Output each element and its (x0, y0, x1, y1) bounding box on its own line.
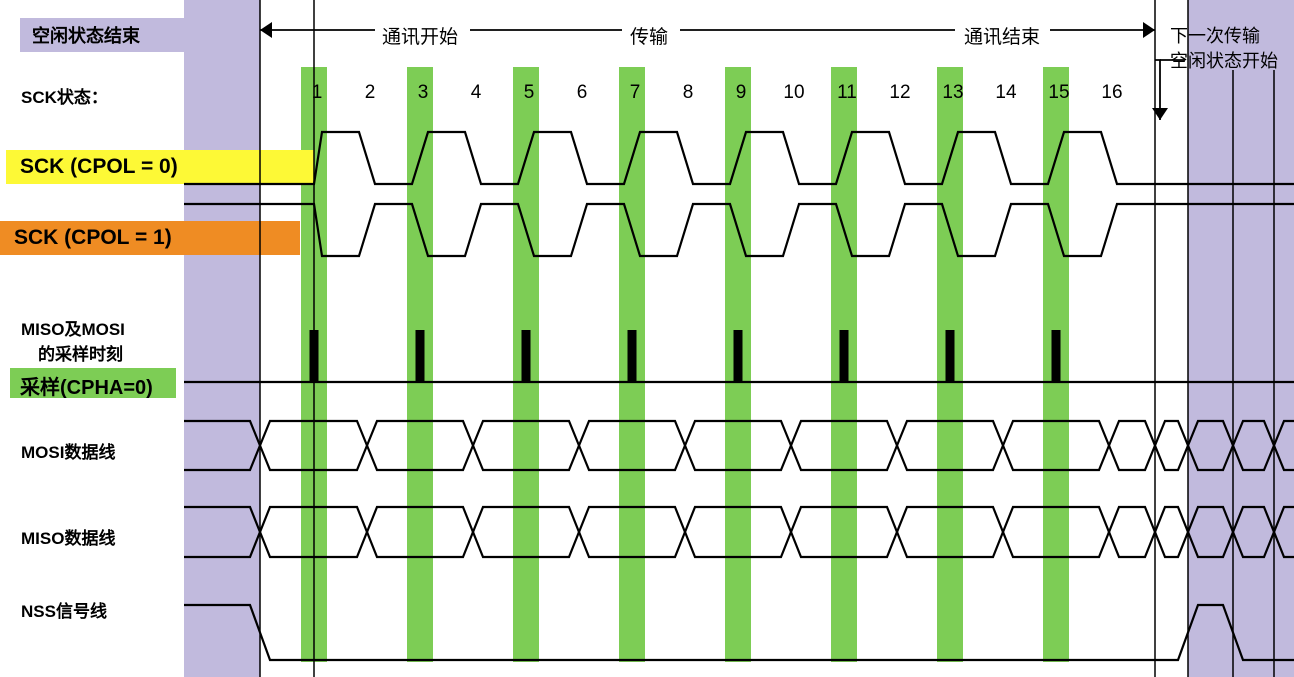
sample-tick (734, 330, 743, 382)
label-transmission: 传输 (630, 22, 668, 49)
label-sck-status: SCK状态： (21, 83, 108, 108)
clock-num-12: 12 (885, 82, 915, 104)
clock-num-8: 8 (673, 82, 703, 104)
label-next-transmission: 下一次传输 (1170, 22, 1260, 48)
label-miso-line: MISO数据线 (21, 524, 115, 549)
clock-num-9: 9 (726, 82, 756, 104)
label-idle-start: 空闲状态开始 (1170, 47, 1278, 73)
label-nss-line: NSS信号线 (21, 597, 107, 622)
clock-num-14: 14 (991, 82, 1021, 104)
label-sample-cpha0: 采样(CPHA=0) (20, 371, 153, 400)
clock-num-7: 7 (620, 82, 650, 104)
sck-cpol1-wave (184, 204, 1294, 256)
label-idle-end: 空闲状态结束 (32, 22, 140, 48)
sample-tick (1052, 330, 1061, 382)
label-comm-start: 通讯开始 (382, 22, 458, 49)
clock-num-1: 1 (302, 82, 332, 104)
clock-num-11: 11 (832, 82, 862, 104)
label-sample-moment: 的采样时刻 (38, 340, 123, 365)
clock-num-3: 3 (408, 82, 438, 104)
clock-num-10: 10 (779, 82, 809, 104)
sck-cpol0-wave (184, 132, 1294, 184)
label-sck-cpol0: SCK (CPOL = 0) (20, 155, 178, 179)
clock-num-16: 16 (1097, 82, 1127, 104)
arrow-comm-end-rh (1143, 22, 1155, 38)
arrow-comm-start-lh (260, 22, 272, 38)
sample-tick (522, 330, 531, 382)
label-mosi-line: MOSI数据线 (21, 438, 115, 463)
clock-num-4: 4 (461, 82, 491, 104)
sample-tick (416, 330, 425, 382)
clock-num-5: 5 (514, 82, 544, 104)
clock-num-15: 15 (1044, 82, 1074, 104)
miso-wave-bot (184, 532, 1294, 557)
clock-num-13: 13 (938, 82, 968, 104)
label-sck-cpol1: SCK (CPOL = 1) (14, 226, 172, 250)
mosi-wave-top (184, 421, 1294, 446)
sample-tick (310, 330, 319, 382)
clock-num-2: 2 (355, 82, 385, 104)
miso-wave-top (184, 507, 1294, 532)
label-comm-end: 通讯结束 (964, 22, 1040, 49)
clock-num-6: 6 (567, 82, 597, 104)
mosi-wave-bot (184, 446, 1294, 471)
sample-tick (840, 330, 849, 382)
sample-tick (628, 330, 637, 382)
label-miso-mosi: MISO及MOSI (21, 315, 125, 340)
nss-wave (184, 605, 1294, 660)
sample-tick (946, 330, 955, 382)
